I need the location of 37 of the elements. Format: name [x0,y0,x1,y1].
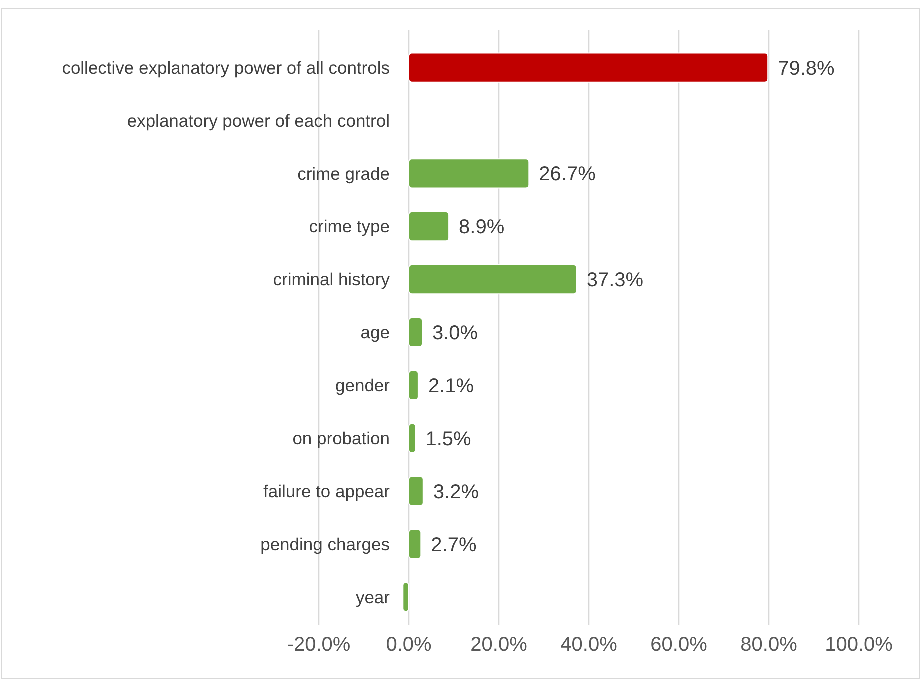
y-tick-label: year [356,587,390,608]
y-tick-label: age [360,322,390,343]
bar [408,264,578,295]
y-tick-label: pending charges [260,534,390,554]
x-tick-label: 20.0% [470,634,528,656]
y-tick-label: criminal history [273,270,390,290]
data-label: 2.7% [431,534,477,556]
y-tick-label: failure to appear [264,481,390,502]
data-label: 3.2% [433,481,480,504]
x-tick-label: 80.0% [740,634,798,656]
y-tick-label: gender [336,376,390,396]
y-tick-label: collective explanatory power of all controls [62,58,390,78]
bar [402,582,410,612]
x-tick-label: 0.0% [386,634,432,656]
data-label: 1.5% [426,428,472,450]
y-tick-label: on probation [292,428,390,449]
data-label: 37.3% [586,270,644,292]
data-label: 79.8% [778,58,836,80]
bar [408,423,416,454]
x-tick-label: 100.0% [825,634,894,656]
y-tick-label: crime grade [298,164,390,184]
bar [408,370,419,400]
bar [408,212,450,242]
data-label: 8.9% [459,216,505,239]
x-tick-label: -20.0% [287,634,351,656]
x-tick-label: 60.0% [650,634,708,656]
bar [408,158,530,189]
y-tick-label: explanatory power of each control [127,110,390,131]
bar [408,476,424,506]
y-tick-label: crime type [309,216,390,237]
bar [408,317,423,348]
bar [408,529,422,560]
bar [408,52,769,83]
x-tick-label: 40.0% [560,634,618,656]
data-label: 2.1% [428,375,474,398]
data-label: 26.7% [539,164,596,186]
data-label: 3.0% [432,322,478,344]
